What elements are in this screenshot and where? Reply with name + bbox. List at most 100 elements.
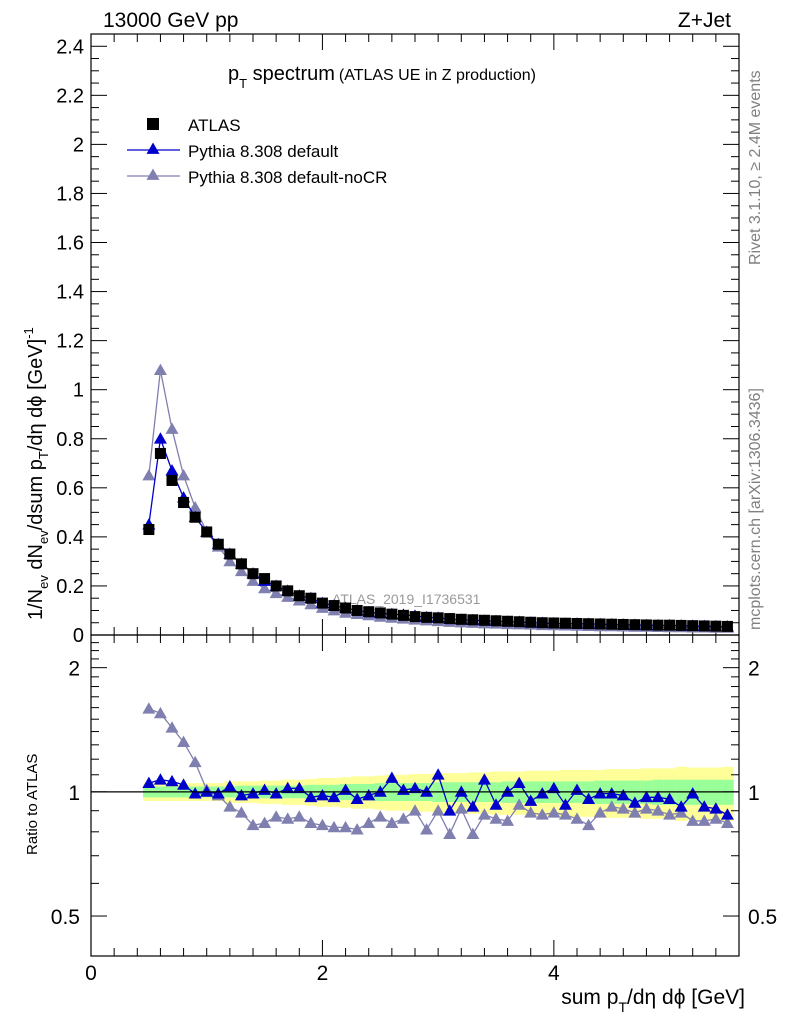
pythia-default-ratio-point [651,790,665,803]
atlas-point [455,613,467,625]
atlas-point [617,618,629,630]
pythia-default-ratio-point [327,790,341,803]
pythia-nocr-ratio-point [651,804,665,816]
atlas-point [340,602,352,614]
rivet-label: Rivet 3.1.10, ≥ 2.4M events [747,70,764,265]
pythia-nocr-ratio-point [570,812,584,824]
atlas-point [282,585,294,597]
atlas-point [201,526,213,538]
pythia-nocr-ratio-point [223,800,237,812]
pythia-nocr-ratio-point [234,806,248,818]
pythia-nocr-point [188,500,202,513]
pythia-default-ratio-point [663,792,677,805]
pythia-default-ratio-point [547,781,561,794]
ratio-y-tick-label-right: 0.5 [748,906,777,929]
legend-label: ATLAS [188,116,241,135]
atlas-point [293,590,305,602]
pythia-default-ratio-point [582,792,596,805]
atlas-point [305,592,317,604]
y-tick-label: 1.2 [56,331,84,353]
pythia-nocr-ratio-point [593,806,607,818]
ratio-y-tick-label-right: 2 [748,658,760,681]
pythia-nocr-line [148,369,728,629]
atlas-point [559,617,571,629]
pythia-nocr-ratio-point [663,808,677,820]
plot-title-p: p [228,63,239,85]
pythia-default-ratio-point [373,785,387,797]
atlas-point [606,618,618,630]
atlas-point [536,617,548,629]
atlas-point [583,618,595,630]
pythia-default-ratio-point [211,787,225,799]
pythia-default-ratio-point [674,800,688,812]
pythia-default-ratio-point [188,787,202,799]
pythia-nocr-ratio-point [408,804,422,816]
pythia-default-ratio-point [477,773,491,785]
atlas-point [698,620,710,632]
pythia-nocr-ratio-point [153,706,167,719]
pythia-default-ratio-point [489,798,503,810]
atlas-point [502,615,514,627]
legend: ATLAS Pythia 8.308 default Pythia 8.308 de… [127,116,387,187]
ratio-y-tick-label: 1 [68,782,80,805]
pythia-default-ratio-point [454,785,468,797]
pythia-nocr-point [177,469,191,481]
pythia-default-ratio-point [153,773,167,785]
pythia-default-ratio-point [177,778,191,790]
atlas-point [513,616,525,628]
legend-marker-triangle [146,168,160,180]
pythia-nocr-ratio-point [524,806,538,818]
pythia-default-ratio-point [605,787,619,799]
atlas-point [270,580,282,592]
pythia-nocr-ratio-point [258,816,272,828]
mcplots-label: mcplots.cern.ch [arXiv:1306.3436] [747,388,764,630]
pythia-nocr-ratio-point [628,806,642,818]
atlas-point [675,619,687,631]
pythia-nocr-ratio-point [350,823,364,835]
atlas-point [178,497,190,509]
atlas-point [687,620,699,632]
plot-title-paren: (ATLAS UE in Z production) [339,67,536,84]
pythia-default-point [165,464,179,476]
analysis-watermark: ATLAS_2019_I1736531 [332,591,481,607]
x-tick-label: 4 [548,962,560,985]
pythia-nocr-ratio-point [431,804,445,816]
pythia-default-ratio-point [639,790,653,803]
x-tick-label: 0 [85,962,97,985]
pythia-default-ratio-point [443,804,457,816]
atlas-point [247,568,259,580]
pythia-default-ratio-point [720,808,734,820]
pythia-default-ratio-point [362,788,376,801]
process-label: Z+Jet [678,9,731,32]
pythia-nocr-ratio-point [605,800,619,812]
ratio-y-tick-label: 0.5 [51,906,80,929]
pythia-nocr-ratio-point [686,814,700,826]
pythia-nocr-ratio-point [292,810,306,822]
pythia-nocr-point [165,422,179,434]
pythia-default-ratio-point [501,785,515,797]
legend-marker-triangle [146,142,160,154]
pythia-nocr-ratio-point [466,827,480,839]
pythia-default-ratio-point [350,792,364,805]
pythia-nocr-ratio-point [396,812,410,824]
pythia-default-ratio-point [616,788,630,801]
atlas-point [397,609,409,621]
plot-title: pT spectrum (ATLAS UE in Z production) [228,63,536,91]
pythia-nocr-ratio-point [327,820,341,833]
pythia-nocr-ratio-point [616,802,630,814]
pythia-nocr-ratio-point [188,755,202,768]
atlas-point [166,474,178,486]
pythia-default-ratio-point [246,787,260,799]
atlas-point [444,613,456,625]
pythia-nocr-point [258,581,272,594]
atlas-point [629,619,641,631]
y-tick-label: 0.6 [56,478,84,500]
pythia-nocr-ratio-point [304,816,318,828]
atlas-point [490,615,502,627]
pythia-nocr-ratio-point [535,808,549,820]
pythia-nocr-ratio-point [269,810,283,822]
atlas-point [594,618,606,630]
pythia-default-point [153,432,167,444]
pythia-nocr-ratio-point [177,735,191,747]
